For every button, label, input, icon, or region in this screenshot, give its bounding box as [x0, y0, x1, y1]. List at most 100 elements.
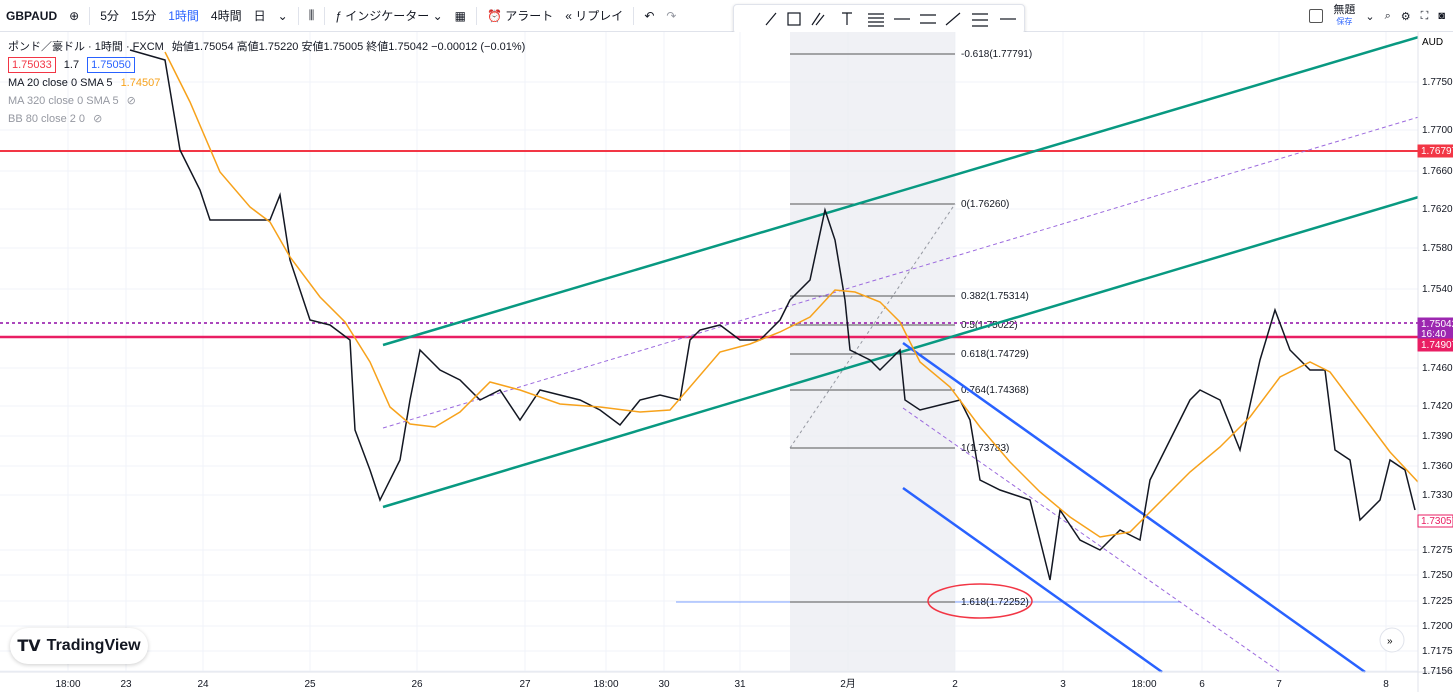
indicators-button[interactable]: ƒ インジケーター ⌄ [335, 9, 443, 23]
time-tick-label: 30 [658, 679, 670, 690]
checkbox[interactable] [1309, 9, 1324, 23]
bid[interactable]: 1.75033 [8, 57, 56, 73]
countdown-label: 16:40 [1421, 329, 1446, 340]
top-toolbar: GBPAUD ⊕ 5分 15分 1時間 4時間 日 ⌄ ⫼ ƒ インジケーター … [0, 0, 1453, 32]
indicator-name: MA 320 close 0 SMA 5 [8, 95, 119, 107]
replay-label: リプレイ [575, 9, 624, 23]
channel-midline [382, 112, 1433, 429]
add-symbol[interactable]: ⊕ [69, 8, 80, 23]
snapshot-button[interactable]: ◙ [1438, 10, 1445, 22]
time-tick-label: 2 [952, 679, 958, 690]
separator [475, 6, 477, 25]
spread: 1.7 [63, 59, 80, 71]
price-badge-label: 1.74907 [1421, 340, 1453, 351]
price-badge-label: 1.76797 [1421, 146, 1453, 157]
scroll-button[interactable] [1379, 627, 1405, 653]
price-badges: 1.76797 1.7504216:401.74907 1.73057 [1417, 144, 1453, 528]
price-tick-label: 1.72250 [1422, 596, 1453, 607]
time-tick-label: 31 [734, 679, 746, 690]
indicator-row[interactable]: MA 320 close 0 SMA 5 ⊘ [8, 92, 525, 110]
hidden-icon[interactable]: ⊘ [93, 113, 103, 125]
interval-button[interactable]: 15分 [130, 9, 157, 23]
price-tick-label: 1.73600 [1422, 461, 1453, 472]
price-tick-label: 1.77500 [1422, 77, 1453, 88]
separator [297, 6, 299, 25]
price-tick-label: 1.72750 [1422, 545, 1453, 556]
price-axis [1418, 32, 1453, 692]
price-tick-label: 1.72500 [1422, 570, 1453, 581]
right-tools: 無題 保存 ⌄ ⌕ ⚙ ⛶ ◙ [1309, 0, 1445, 32]
price-badge [1417, 338, 1453, 352]
price-tick-label: 1.71560 [1422, 666, 1453, 677]
settings-button[interactable]: ⚙ [1400, 10, 1411, 23]
interval-button[interactable]: 5分 [100, 9, 119, 23]
hidden-icon[interactable]: ⊘ [126, 95, 136, 107]
price-tick-label: 1.76600 [1422, 166, 1453, 177]
price-tick-label: 1.71750 [1422, 646, 1453, 657]
price-tick-label: 1.75800 [1422, 243, 1453, 254]
channel-line [902, 341, 1366, 674]
price-tick-label: 1.73900 [1422, 431, 1453, 442]
save-label: 保存 [1336, 17, 1353, 26]
ohlc: 始値1.75054 高値1.75220 安値1.75005 終値1.75042 … [171, 41, 526, 53]
symbol-title: ポンド／豪ドル · 1時間 · FXCM [8, 41, 164, 53]
undo-button[interactable]: ↶ [644, 8, 655, 23]
indicator-row[interactable]: BB 80 close 2 0 ⊘ [8, 110, 525, 128]
time-tick-label: 6 [1199, 679, 1205, 690]
channel-line [382, 191, 1433, 509]
chart-type-button[interactable]: ⫼ [308, 8, 315, 22]
interval-button[interactable]: 日 [253, 9, 266, 23]
drawing-toolbar[interactable] [733, 4, 1025, 34]
time-tick-label: 24 [197, 679, 209, 690]
fullscreen-button[interactable]: ⛶ [1420, 9, 1429, 22]
interval-menu[interactable]: ⌄ [277, 8, 288, 23]
chart-area: -0.618(1.77791) 0(1.76260) 0.382(1.75314) 0… [0, 32, 1453, 692]
scroll-icon: » [1387, 636, 1393, 647]
save-button[interactable]: 無題 保存 [1333, 5, 1355, 27]
price-candles [129, 49, 1416, 581]
grid [0, 32, 1418, 672]
time-tick-label: 8 [1383, 679, 1389, 690]
alert-button[interactable]: ⏰ アラート [486, 9, 554, 23]
indicator-row[interactable]: MA 20 close 0 SMA 5 1.74507 [8, 74, 525, 92]
price-badge [1417, 514, 1453, 528]
layout-name: 無題 [1333, 4, 1356, 16]
indicator-value: 1.74507 [120, 77, 161, 89]
time-tick-label: 3 [1060, 679, 1066, 690]
tradingview-logo[interactable]: 𝗧𝗩 TradingView [10, 628, 148, 664]
logo-mark: 𝗧𝗩 [17, 638, 41, 655]
price-tick-label: 1.75400 [1422, 284, 1453, 295]
legend: ポンド／豪ドル · 1時間 · FXCM 始値1.75054 高値1.75220 … [8, 38, 525, 128]
ask[interactable]: 1.75050 [87, 57, 135, 73]
price-tick-label: 1.74600 [1422, 363, 1453, 374]
time-tick-label: 7 [1276, 679, 1282, 690]
time-tick-label: 25 [304, 679, 316, 690]
time-tick-label: 26 [411, 679, 423, 690]
separator [633, 6, 635, 25]
fib-level-label: 0.618(1.74729) [961, 349, 1029, 360]
interval-button[interactable]: 1時間 [168, 9, 199, 23]
drawing-tools [765, 12, 1016, 27]
redo-button[interactable]: ↷ [666, 8, 677, 23]
plot-background [0, 32, 1418, 672]
symbol-button[interactable]: GBPAUD [6, 8, 58, 23]
indicator-name: MA 20 close 0 SMA 5 [8, 77, 113, 89]
time-tick-label: 23 [120, 679, 132, 690]
price-tick-label: 1.74200 [1422, 401, 1453, 412]
currency-label: AUD [1422, 37, 1443, 48]
price-badge-label: 1.73057 [1421, 516, 1453, 527]
save-menu[interactable]: ⌄ [1365, 10, 1375, 23]
indicators-label: インジケーター [345, 9, 430, 23]
fib-level-label: 0(1.76260) [961, 199, 1009, 210]
highlight-ellipse [927, 583, 1033, 619]
separator [324, 6, 326, 25]
time-tick-label: 18:00 [55, 679, 80, 690]
logo-text: TradingView [46, 637, 141, 654]
price-tick-label: 1.76200 [1422, 204, 1453, 215]
replay-button[interactable]: « リプレイ [565, 9, 624, 23]
interval-button[interactable]: 4時間 [210, 9, 242, 23]
templates-button[interactable]: ▦ [454, 8, 466, 23]
search-button[interactable]: ⌕ [1384, 9, 1391, 22]
fib-level-label: 1(1.73783) [961, 443, 1009, 454]
